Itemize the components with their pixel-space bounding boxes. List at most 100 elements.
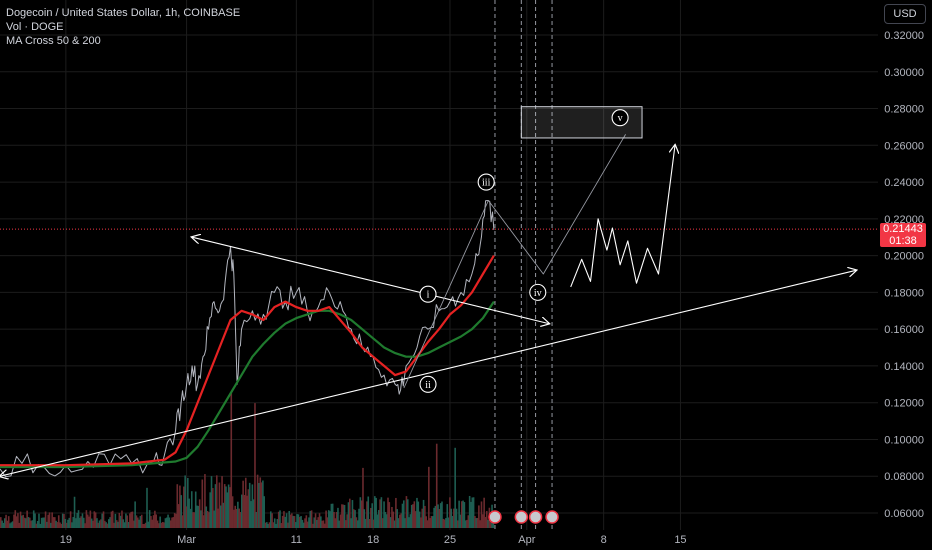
volume-bar: [46, 521, 48, 528]
volume-indicator-label[interactable]: Vol · DOGE: [6, 21, 64, 33]
y-tick-label: 0.10000: [884, 434, 924, 446]
volume-bar: [206, 510, 209, 528]
volume-bar: [305, 515, 308, 528]
price-line: [0, 200, 495, 478]
volume-bar: [416, 497, 418, 528]
volume-bar: [217, 508, 219, 528]
y-tick-label: 0.08000: [884, 471, 924, 483]
y-tick-label: 0.12000: [884, 398, 924, 410]
volume-bar: [173, 513, 176, 528]
volume-bar: [26, 510, 28, 528]
volume-bar: [263, 496, 265, 528]
volume-bar: [343, 504, 346, 528]
ma-cross-indicator-label[interactable]: MA Cross 50 & 200: [6, 35, 101, 47]
volume-bar: [267, 523, 269, 528]
volume-bar: [367, 496, 370, 528]
volume-bar: [260, 482, 263, 528]
volume-bar: [325, 510, 327, 528]
volume-bar: [63, 513, 65, 528]
volume-bar: [72, 517, 75, 528]
volume-bar: [31, 520, 34, 528]
volume-bar: [246, 495, 248, 528]
volume-bar: [483, 497, 485, 528]
volume-bar: [454, 447, 456, 528]
volume-bar: [233, 509, 235, 528]
volume-bar: [479, 520, 481, 528]
volume-bar: [293, 516, 296, 528]
volume-bar: [197, 505, 200, 528]
volume-bar: [383, 501, 385, 528]
volume-bar: [183, 486, 185, 528]
volume-bar: [202, 515, 205, 528]
volume-bar: [302, 522, 305, 528]
volume-bar: [377, 510, 380, 528]
volume-bar: [468, 495, 471, 528]
volume-bar: [5, 514, 7, 528]
volume-bar: [140, 514, 143, 528]
volume-bar: [18, 522, 21, 528]
volume-bar: [32, 510, 35, 528]
volume-bar: [148, 510, 151, 528]
volume-bar: [380, 497, 383, 528]
volume-bar: [456, 520, 459, 528]
volume-bar: [417, 501, 420, 528]
volume-bar: [437, 504, 439, 528]
volume-bar: [130, 511, 132, 528]
volume-bar: [167, 514, 169, 528]
volume-bar: [28, 517, 31, 528]
volume-bar: [227, 484, 230, 528]
volume-bar: [85, 510, 88, 528]
volume-bar: [113, 522, 115, 528]
volume-bar: [335, 511, 338, 528]
volume-bar: [372, 519, 375, 528]
wave-label-text: iv: [534, 288, 542, 299]
volume-bar: [356, 520, 359, 528]
volume-bar: [151, 519, 154, 528]
volume-bar: [61, 513, 64, 528]
volume-bar: [50, 522, 52, 528]
volume-bar: [287, 522, 289, 528]
volume-bar: [143, 523, 146, 528]
volume-bar: [111, 510, 114, 528]
volume-bar: [69, 511, 72, 528]
volume-bar: [6, 520, 9, 528]
volume-bar: [53, 517, 56, 528]
volume-bar: [226, 492, 229, 528]
volume-bar: [60, 523, 63, 528]
volume-bar: [38, 513, 40, 528]
volume-bar: [214, 484, 217, 528]
volume-bar: [52, 517, 55, 528]
symbol-title[interactable]: Dogecoin / United States Dollar, 1h, COI…: [6, 7, 241, 19]
volume-bar: [1, 520, 3, 528]
volume-bar: [215, 475, 218, 528]
volume-bar: [347, 502, 350, 528]
volume-bar: [342, 504, 345, 528]
volume-bar: [349, 498, 351, 528]
volume-bar: [90, 518, 93, 528]
wave-label-text: iii: [482, 178, 491, 189]
volume-bar: [268, 522, 271, 528]
volume-bar: [306, 521, 309, 528]
currency-button[interactable]: USD: [884, 4, 926, 24]
wave-label-v: v: [611, 109, 629, 127]
volume-bar: [487, 519, 489, 528]
x-tick-label: 8: [601, 534, 607, 546]
volume-bar: [25, 518, 27, 528]
volume-bar: [104, 520, 106, 528]
volume-bar: [251, 484, 254, 528]
volume-bar: [285, 513, 288, 528]
volume-bar: [117, 521, 119, 528]
volume-bar: [98, 520, 101, 528]
volume-bar: [35, 523, 38, 528]
volume-bar: [403, 500, 405, 528]
volume-bar: [327, 510, 330, 528]
y-tick-label: 0.16000: [884, 324, 924, 336]
volume-bar: [146, 487, 148, 528]
volume-bar: [467, 515, 470, 528]
volume-bar: [159, 516, 161, 528]
volume-bar: [275, 523, 277, 528]
wave-label-circle: [529, 283, 547, 301]
volume-bar: [96, 518, 98, 528]
volume-bar: [363, 509, 366, 528]
